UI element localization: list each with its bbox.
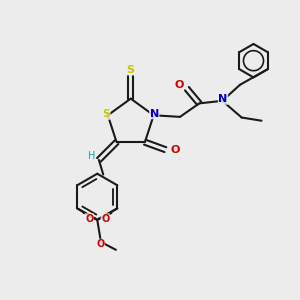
Text: N: N: [150, 109, 159, 119]
Text: S: S: [103, 109, 110, 119]
Text: N: N: [218, 94, 228, 104]
Text: O: O: [174, 80, 184, 90]
Text: O: O: [170, 145, 180, 155]
Text: S: S: [127, 65, 135, 75]
Text: O: O: [85, 214, 93, 224]
Text: O: O: [101, 214, 109, 224]
Text: O: O: [96, 239, 105, 249]
Text: H: H: [88, 151, 95, 161]
